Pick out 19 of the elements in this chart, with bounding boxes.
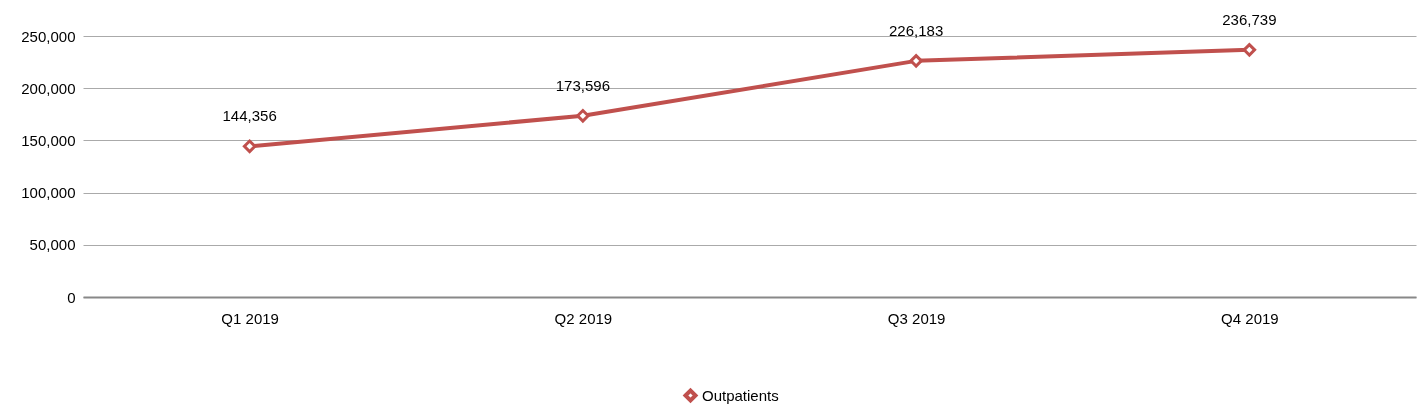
data-label: 236,739 [1222, 10, 1277, 28]
y-tick-label: 50,000 [29, 236, 76, 254]
data-label: 226,183 [889, 21, 944, 39]
point [909, 54, 923, 68]
y-tick-label: 100,000 [21, 184, 76, 202]
y-tick-label: 250,000 [21, 27, 76, 45]
data-label: 173,596 [555, 76, 610, 94]
point [1242, 43, 1257, 57]
x-tick-label: Q1 2019 [221, 309, 279, 327]
y-tick-label: 0 [67, 288, 76, 306]
point [242, 139, 257, 154]
x-tick-label: Q2 2019 [554, 309, 613, 327]
y-tick-label: 200,000 [21, 79, 76, 97]
legend-label: Outpatients [702, 386, 779, 404]
data-label: 144,356 [222, 107, 277, 125]
point [576, 109, 590, 123]
x-tick-label: Q3 2019 [887, 309, 946, 327]
x-tick-label: Q4 2019 [1221, 309, 1279, 327]
y-tick-label: 150,000 [21, 131, 76, 149]
